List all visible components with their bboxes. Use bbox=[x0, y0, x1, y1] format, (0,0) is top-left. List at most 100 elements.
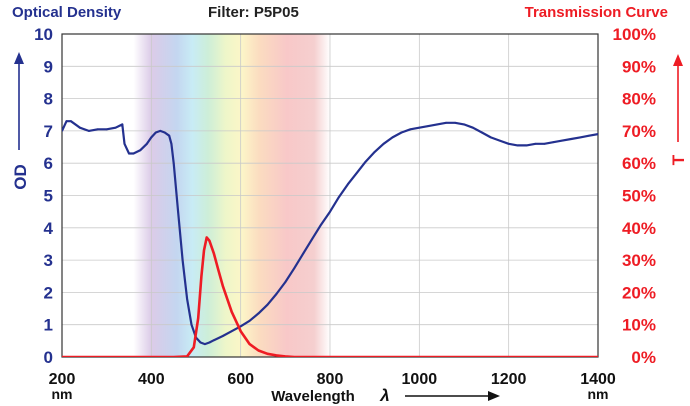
series-layer bbox=[62, 120, 598, 357]
data-point bbox=[588, 134, 590, 137]
right-tick-label: 50% bbox=[622, 187, 656, 206]
x-axis-ticks: 200 400 600 800 1000 1200 1400 bbox=[49, 371, 616, 388]
right-tick-label: 0% bbox=[631, 348, 656, 367]
data-point bbox=[139, 149, 142, 152]
arrow-up-icon bbox=[673, 54, 683, 66]
data-point bbox=[266, 352, 269, 355]
data-point bbox=[168, 134, 171, 137]
data-point bbox=[121, 123, 124, 126]
data-point bbox=[597, 356, 598, 357]
data-point bbox=[221, 285, 224, 287]
left-tick-label: 4 bbox=[44, 219, 54, 238]
right-axis-ticks: 0% 10% 20% 30% 40% 50% 60% 70% 80% 90% 100% bbox=[613, 25, 656, 367]
data-point bbox=[472, 126, 474, 129]
series-transmission-curve bbox=[62, 236, 598, 357]
x-unit-left: nm bbox=[52, 386, 73, 402]
data-point bbox=[311, 356, 313, 357]
right-tick-label: 90% bbox=[622, 57, 656, 76]
data-point bbox=[266, 303, 269, 306]
data-point bbox=[445, 121, 447, 124]
x-tick-label: 400 bbox=[138, 371, 165, 388]
data-point bbox=[320, 223, 322, 226]
data-point bbox=[597, 133, 598, 135]
left-axis-ticks: 0 1 2 3 4 5 6 7 8 9 10 bbox=[34, 25, 53, 367]
data-point bbox=[150, 136, 153, 139]
x-tick-label: 1200 bbox=[491, 371, 527, 388]
data-point bbox=[221, 335, 224, 337]
data-point bbox=[418, 126, 421, 129]
x-unit-right: nm bbox=[588, 386, 609, 402]
data-point bbox=[507, 142, 510, 145]
left-tick-label: 8 bbox=[44, 90, 53, 109]
right-axis-label: T bbox=[669, 54, 688, 165]
data-point bbox=[159, 130, 162, 132]
data-point bbox=[87, 130, 90, 132]
data-point bbox=[454, 121, 456, 124]
right-axis-title: T bbox=[669, 154, 688, 165]
x-tick-label: 600 bbox=[227, 371, 254, 388]
data-point bbox=[62, 356, 63, 357]
x-axis-title: Wavelength bbox=[271, 388, 355, 405]
right-tick-label: 20% bbox=[622, 283, 656, 302]
data-point bbox=[128, 152, 130, 155]
data-point bbox=[498, 139, 501, 142]
data-point bbox=[364, 160, 367, 163]
left-tick-label: 0 bbox=[44, 348, 53, 367]
left-tick-label: 10 bbox=[34, 25, 53, 44]
right-tick-label: 30% bbox=[622, 251, 656, 270]
right-tick-label: 80% bbox=[622, 90, 656, 109]
data-point bbox=[123, 142, 126, 145]
data-point bbox=[197, 317, 200, 320]
data-point bbox=[190, 323, 193, 326]
data-point bbox=[489, 136, 492, 139]
data-point bbox=[257, 312, 260, 315]
data-point bbox=[217, 268, 220, 271]
data-point bbox=[525, 144, 528, 147]
data-point bbox=[205, 236, 208, 239]
data-point bbox=[293, 267, 296, 270]
data-point bbox=[275, 293, 278, 295]
data-point bbox=[248, 343, 251, 345]
left-tick-label: 3 bbox=[44, 251, 53, 270]
data-point bbox=[70, 120, 72, 123]
x-tick-label: 1000 bbox=[402, 371, 438, 388]
data-point bbox=[427, 125, 430, 127]
right-tick-label: 70% bbox=[622, 122, 656, 141]
data-point bbox=[154, 131, 157, 134]
data-point bbox=[355, 172, 358, 174]
data-point bbox=[293, 356, 296, 357]
data-point bbox=[311, 238, 313, 241]
transmission-title: Transmission Curve bbox=[524, 4, 668, 21]
data-point bbox=[329, 356, 331, 357]
data-point bbox=[208, 341, 211, 344]
data-point bbox=[302, 252, 305, 255]
data-point bbox=[163, 131, 166, 134]
data-point bbox=[543, 142, 546, 145]
data-point bbox=[516, 144, 519, 147]
data-point bbox=[409, 128, 412, 131]
data-point bbox=[105, 128, 108, 131]
left-tick-label: 9 bbox=[44, 57, 53, 76]
arrow-up-icon bbox=[14, 52, 24, 64]
data-point bbox=[79, 126, 81, 129]
data-point bbox=[561, 139, 564, 142]
left-tick-label: 1 bbox=[44, 316, 53, 335]
left-tick-label: 2 bbox=[44, 283, 53, 302]
data-point bbox=[436, 123, 439, 126]
data-point bbox=[239, 330, 242, 333]
data-point bbox=[199, 341, 202, 344]
x-tick-label: 200 bbox=[49, 371, 76, 388]
data-point bbox=[257, 349, 260, 352]
data-point bbox=[186, 355, 188, 357]
data-point bbox=[570, 138, 573, 140]
data-point bbox=[203, 249, 205, 252]
data-point bbox=[481, 131, 483, 134]
filter-title: Filter: P5P05 bbox=[208, 4, 299, 21]
data-point bbox=[172, 356, 175, 357]
optical-density-title: Optical Density bbox=[12, 4, 122, 21]
data-point bbox=[181, 259, 184, 261]
data-point bbox=[552, 141, 555, 144]
left-axis-label: OD bbox=[11, 52, 30, 190]
data-point bbox=[373, 151, 376, 153]
